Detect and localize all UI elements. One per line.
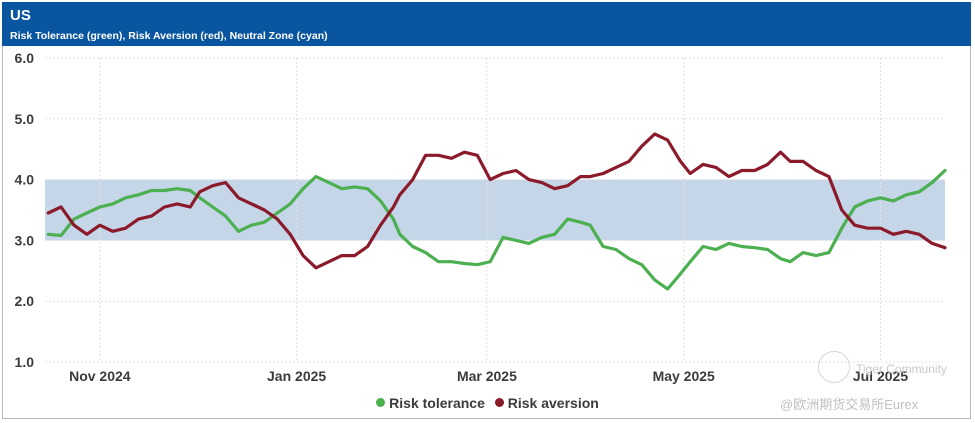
y-tick-label: 5.0 [15, 111, 35, 127]
tiger-logo-icon [818, 351, 850, 383]
x-tick-label: Jan 2025 [267, 368, 326, 384]
chart-subtitle: Risk Tolerance (green), Risk Aversion (r… [10, 30, 328, 42]
y-tick-label: 6.0 [15, 50, 35, 66]
watermark-brand: Tiger Community [856, 362, 947, 376]
y-tick-label: 3.0 [15, 232, 35, 248]
neutral-zone-band [45, 179, 945, 241]
legend-label-aversion: Risk aversion [507, 395, 599, 411]
risk-aversion-line [46, 132, 947, 270]
chart-header: US Risk Tolerance (green), Risk Aversion… [2, 2, 971, 46]
x-tick-label: May 2025 [653, 368, 715, 384]
watermark-source: @欧洲期货交易所Eurex [780, 397, 919, 412]
legend-label-tolerance: Risk tolerance [389, 395, 485, 411]
chart-title: US [10, 7, 31, 24]
legend-item-aversion[interactable]: Risk aversion [494, 395, 599, 411]
legend-dot-icon [494, 398, 504, 407]
x-tick-label: Nov 2024 [69, 368, 131, 384]
y-tick-label: 1.0 [15, 354, 35, 370]
y-tick-label: 2.0 [15, 293, 35, 309]
x-tick-label: Mar 2025 [457, 368, 517, 384]
chart-legend: Risk tolerance Risk aversion [0, 395, 975, 411]
y-tick-label: 4.0 [15, 172, 35, 188]
x-tick-label: Jul 2025 [853, 368, 908, 384]
legend-item-tolerance[interactable]: Risk tolerance [376, 395, 485, 411]
legend-dot-icon [376, 398, 386, 407]
